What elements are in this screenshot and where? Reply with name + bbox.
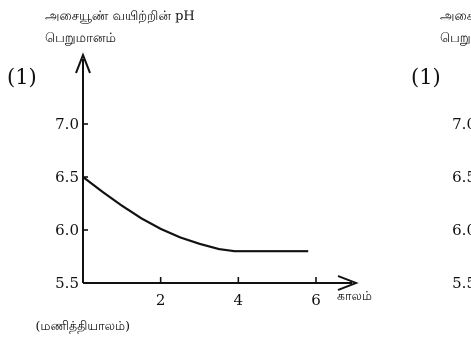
- y-axis-title-line2: பெறுமானம்: [440, 31, 471, 46]
- y-axis-title-line1: அசையூண் வயிற்றின் pH: [440, 9, 471, 24]
- chart-panel-right: அசையூண் வயிற்றின் pH பெறுமானம் (1) 5.5 6.…: [411, 9, 471, 292]
- y-tick-label: 7.0: [55, 115, 79, 133]
- y-tick-label: 6.5: [452, 168, 471, 186]
- x-tick-label: 6: [311, 291, 321, 309]
- x-axis-title-line1: காலம்: [337, 288, 372, 303]
- x-axis-arrowhead: [337, 275, 359, 291]
- y-axis-title-line2: பெறுமானம்: [45, 31, 116, 46]
- y-tick-label: 6.0: [55, 221, 79, 239]
- panel-label: (1): [411, 65, 441, 89]
- y-tick-label: 7.0: [452, 115, 471, 133]
- x-axis-title-line2: (மணித்தியாலம்): [36, 318, 130, 333]
- x-tick-label: 2: [156, 291, 166, 309]
- y-axis-arrowhead: [75, 52, 91, 74]
- y-axis-title-line1: அசையூண் வயிற்றின் pH: [45, 9, 195, 24]
- y-tick-label: 5.5: [55, 274, 79, 292]
- x-tick-label: 4: [234, 291, 244, 309]
- panel-label: (1): [7, 65, 37, 89]
- y-tick-label: 5.5: [452, 274, 471, 292]
- chart-panel-left: அசையூண் வயிற்றின் pH பெறுமானம் (1) காலம்…: [7, 9, 372, 333]
- y-tick-label: 6.0: [452, 221, 471, 239]
- y-tick-label: 6.5: [55, 168, 79, 186]
- series-line-ph: [82, 176, 309, 253]
